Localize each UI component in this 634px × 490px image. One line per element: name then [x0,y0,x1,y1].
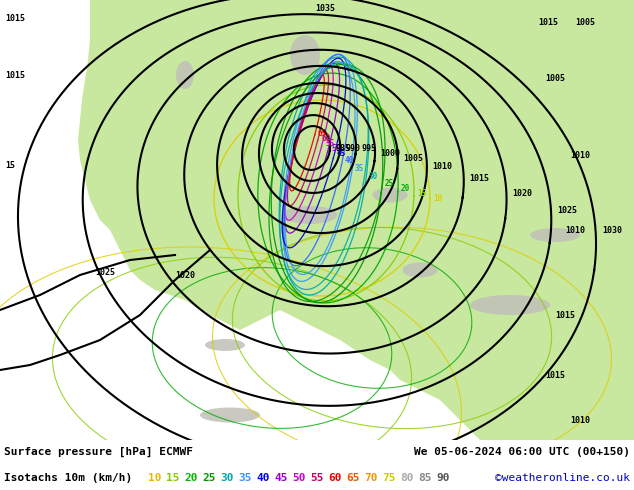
Text: 15: 15 [166,473,179,483]
Ellipse shape [470,295,550,315]
Text: 1010: 1010 [432,162,452,171]
Text: 50: 50 [292,473,306,483]
Text: 65: 65 [318,128,327,138]
Text: 50: 50 [331,144,340,152]
Text: 1010: 1010 [565,225,585,235]
Ellipse shape [290,35,320,75]
Polygon shape [168,55,205,115]
Text: 1025: 1025 [557,205,577,215]
Text: Surface pressure [hPa] ECMWF: Surface pressure [hPa] ECMWF [4,447,193,457]
Text: 15: 15 [5,161,15,170]
Text: 1015: 1015 [545,370,565,379]
Text: Isotachs 10m (km/h): Isotachs 10m (km/h) [4,473,139,483]
Text: 1005: 1005 [575,18,595,26]
Text: ©weatheronline.co.uk: ©weatheronline.co.uk [495,473,630,483]
Text: 90: 90 [436,473,450,483]
Text: 10: 10 [148,473,162,483]
Ellipse shape [200,408,260,422]
Text: 1035: 1035 [315,3,335,13]
Text: 1000: 1000 [380,148,400,157]
Text: 15: 15 [417,189,426,197]
Text: 25: 25 [202,473,216,483]
Polygon shape [78,0,634,440]
Text: 65: 65 [346,473,359,483]
Ellipse shape [530,228,580,242]
Text: 1010: 1010 [570,150,590,160]
Text: 40: 40 [256,473,269,483]
Text: 1025: 1025 [95,268,115,276]
Text: 60: 60 [321,133,330,143]
Text: 1030: 1030 [602,225,622,235]
Text: 60: 60 [328,473,342,483]
Text: 45: 45 [274,473,287,483]
Text: 1015: 1015 [5,14,25,23]
Text: 995: 995 [361,144,376,152]
Ellipse shape [176,61,194,89]
Text: 55: 55 [310,473,323,483]
Text: 1020: 1020 [512,189,532,197]
Text: 1020: 1020 [175,270,195,279]
Text: 990: 990 [345,144,360,152]
Text: 1015: 1015 [555,311,575,319]
Text: 1010: 1010 [570,416,590,424]
Text: 25: 25 [385,178,394,188]
Text: 30: 30 [369,172,378,180]
Text: 1005: 1005 [545,74,565,82]
Text: 1015: 1015 [538,18,558,26]
Text: 35: 35 [238,473,252,483]
Text: 1015: 1015 [5,71,25,79]
Text: 35: 35 [355,164,365,172]
Text: 70: 70 [364,473,377,483]
Text: 20: 20 [184,473,198,483]
Polygon shape [158,85,172,103]
Ellipse shape [373,188,408,202]
Text: 80: 80 [400,473,413,483]
Polygon shape [285,0,390,90]
Text: 985: 985 [335,144,350,152]
Text: 75: 75 [382,473,396,483]
Text: 40: 40 [345,155,354,165]
Text: 45: 45 [337,148,346,157]
Ellipse shape [205,339,245,351]
Ellipse shape [283,206,337,224]
Text: 20: 20 [401,183,410,193]
Text: We 05-06-2024 06:00 UTC (00+150): We 05-06-2024 06:00 UTC (00+150) [414,447,630,457]
Text: 1015: 1015 [469,173,489,182]
Text: 55: 55 [325,139,334,147]
Text: 85: 85 [418,473,432,483]
Text: 1005: 1005 [403,153,423,163]
Text: 10: 10 [433,194,443,202]
Text: 30: 30 [220,473,233,483]
Ellipse shape [403,263,437,277]
